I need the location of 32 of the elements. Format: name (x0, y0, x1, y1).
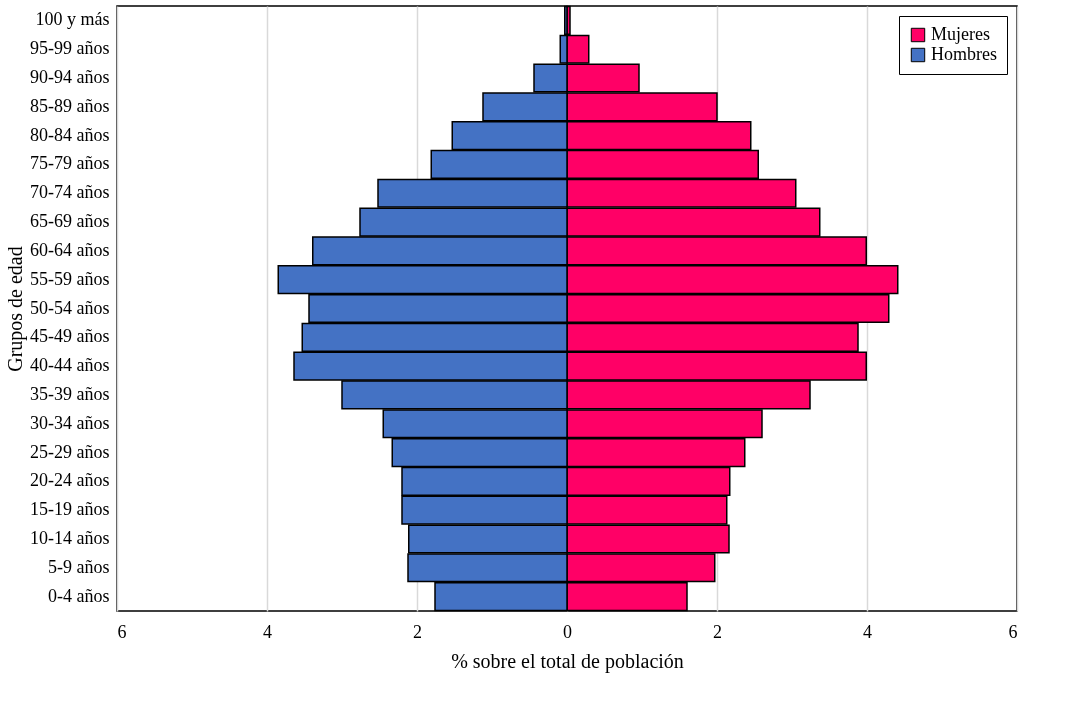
x-tick-label: 6 (117, 621, 127, 642)
legend-label: Mujeres (931, 24, 990, 44)
y-tick-label: 65-69 años (30, 211, 110, 232)
x-tick-label: 2 (413, 621, 422, 642)
y-tick-label: 80-84 años (30, 124, 110, 145)
y-tick-label: 50-54 años (30, 297, 110, 318)
y-tick-label: 45-49 años (30, 326, 110, 347)
y-tick-label: 10-14 años (30, 527, 110, 548)
y-tick-label: 35-39 años (30, 383, 110, 404)
y-tick-label: 20-24 años (30, 470, 110, 491)
y-tick-label: 95-99 años (30, 38, 110, 59)
y-tick-label: 15-19 años (30, 499, 110, 520)
y-tick-label: 30-34 años (30, 412, 110, 433)
y-tick-label: 0-4 años (48, 585, 110, 606)
y-tick-label: 100 y más (35, 9, 110, 30)
x-tick-label: 4 (863, 621, 872, 642)
y-tick-label: 55-59 años (30, 268, 110, 289)
y-tick-label: 85-89 años (30, 95, 110, 116)
y-tick-label: 5-9 años (48, 556, 110, 577)
x-tick-label: 4 (263, 621, 272, 642)
y-tick-label: 70-74 años (30, 182, 110, 203)
y-axis-title: Grupos de edad (4, 246, 28, 372)
y-tick-label: 25-29 años (30, 441, 110, 462)
y-tick-label: 75-79 años (30, 153, 110, 174)
x-tick-label: 2 (713, 621, 722, 642)
y-tick-label: 60-64 años (30, 239, 110, 260)
x-tick-label: 0 (563, 621, 572, 642)
x-tick-label: 6 (1008, 621, 1018, 642)
legend-label: Hombres (931, 44, 997, 64)
y-tick-label: 90-94 años (30, 67, 110, 88)
x-axis-title: % sobre el total de población (451, 649, 684, 673)
y-tick-label: 40-44 años (30, 355, 110, 376)
